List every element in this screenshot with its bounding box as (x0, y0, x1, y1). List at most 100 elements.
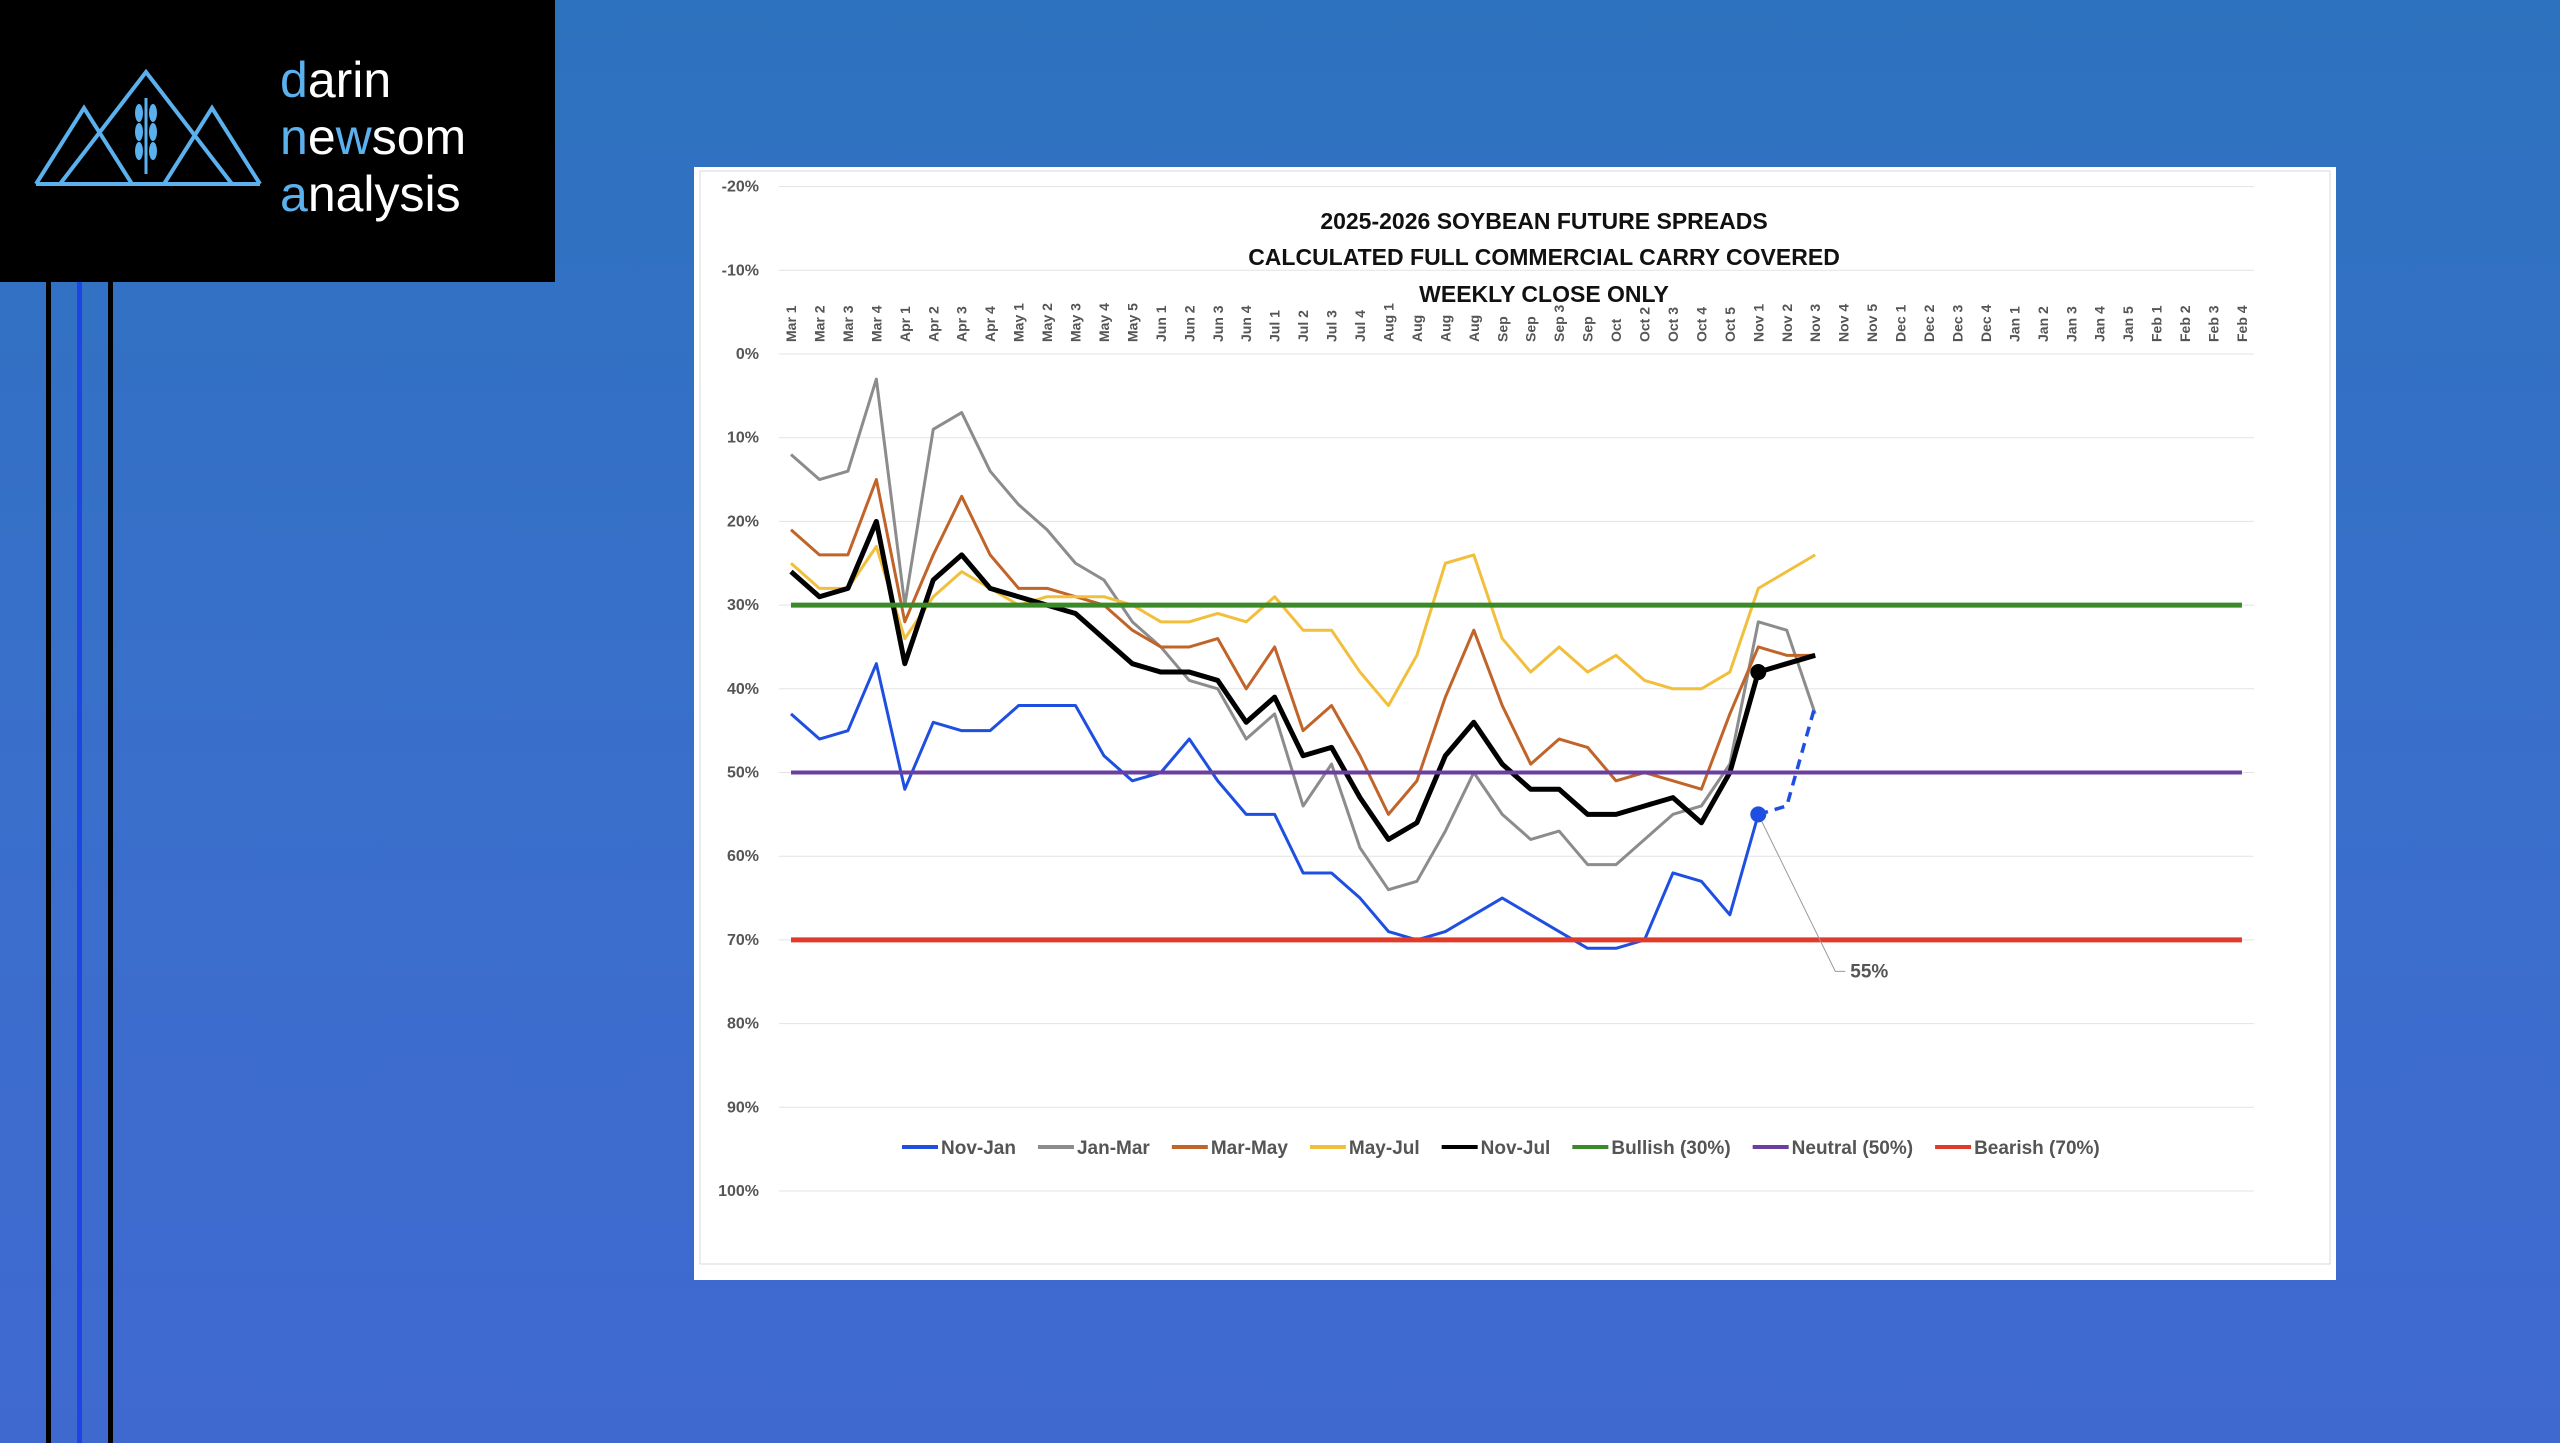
x-tick-label: Jul 4 (1352, 310, 1368, 342)
y-tick-label: 40% (727, 681, 759, 698)
x-tick-label: Jul 2 (1295, 310, 1311, 342)
x-tick-label: Dec 1 (1893, 304, 1909, 342)
x-tick-label: Sep (1523, 316, 1539, 342)
legend-label-nov-jul: Nov-Jul (1481, 1138, 1551, 1159)
x-tick-label: Apr 2 (925, 306, 941, 342)
nov-jul-line (789, 518, 1816, 842)
mountain-wheat-logo-icon (34, 68, 262, 186)
x-tick-label: Oct (1608, 318, 1624, 342)
annotation-label: 55% (1850, 961, 1888, 982)
y-tick-label: 30% (727, 597, 759, 614)
y-tick-label: -10% (722, 262, 759, 279)
x-tick-label: Nov 5 (1864, 304, 1880, 342)
y-tick-label: 0% (736, 346, 759, 363)
mar-may-line (790, 478, 1816, 816)
x-tick-label: Feb 2 (2177, 305, 2193, 342)
nov-jan-line (790, 662, 1760, 950)
x-tick-label: Mar 3 (840, 305, 856, 342)
series-markers: 55% (1750, 664, 1888, 982)
chart-title: 2025-2026 SOYBEAN FUTURE SPREADS CALCULA… (1248, 208, 1840, 307)
x-tick-label: Nov 2 (1779, 304, 1795, 342)
decorative-bar-blue (77, 282, 82, 1443)
x-tick-label: May 5 (1124, 303, 1140, 342)
x-tick-label: Jun 1 (1153, 305, 1169, 342)
x-tick-label: Oct 4 (1693, 307, 1709, 342)
x-tick-label: Jun 4 (1238, 305, 1254, 342)
x-tick-label: Nov 4 (1836, 304, 1852, 342)
x-tick-label: Aug (1437, 315, 1453, 342)
legend-label-mar-may: Mar-May (1211, 1138, 1289, 1159)
x-tick-label: May 1 (1011, 303, 1027, 342)
jan-mar-line (790, 377, 1817, 892)
y-tick-label: 50% (727, 765, 759, 782)
legend-label-bearish-70: Bearish (70%) (1974, 1138, 2100, 1159)
x-tick-label: Feb 3 (2206, 305, 2222, 342)
x-tick-label: Dec 2 (1921, 304, 1937, 342)
brand-line-2: newsom (280, 109, 467, 165)
x-tick-label: Mar 4 (868, 305, 884, 342)
y-axis-labels: -20% -10% 0% 10% 20% 30% 40% 50% 60% 70% 80% 90% 100… (718, 179, 759, 1200)
x-tick-label: Nov 1 (1750, 304, 1766, 342)
x-tick-label: Oct 5 (1722, 307, 1738, 342)
y-tick-label: -20% (722, 179, 759, 196)
chart-legend: Nov-Jan Jan-Mar Mar-May May-Jul Nov-Jul Bulli… (902, 1138, 2100, 1159)
x-tick-label: Jan 1 (2006, 306, 2022, 342)
legend-label-may-jul: May-Jul (1349, 1138, 1420, 1159)
y-tick-label: 60% (727, 848, 759, 865)
x-tick-label: Jan 3 (2063, 306, 2079, 342)
plot-area-border (699, 170, 2331, 1265)
y-tick-label: 100% (718, 1183, 759, 1200)
decorative-bar-black-2 (108, 282, 113, 1443)
x-tick-label: Oct 2 (1637, 307, 1653, 342)
series-lines (789, 377, 2242, 950)
nov-jul-marker (1750, 664, 1767, 681)
chart-title-line-3: WEEKLY CLOSE ONLY (1419, 281, 1669, 307)
x-tick-label: Aug (1409, 315, 1425, 342)
y-tick-label: 70% (727, 932, 759, 949)
x-tick-label: Jun 3 (1210, 305, 1226, 342)
may-jul-line (790, 545, 1816, 708)
legend-label-neutral-50: Neutral (50%) (1792, 1138, 1913, 1159)
x-tick-label: Feb 4 (2234, 305, 2250, 342)
x-tick-label: Jun 2 (1181, 305, 1197, 342)
chart-title-line-2: CALCULATED FULL COMMERCIAL CARRY COVERED (1248, 244, 1840, 270)
legend-label-jan-mar: Jan-Mar (1077, 1138, 1150, 1159)
brand-line-3: analysis (280, 166, 461, 222)
x-tick-label: Apr 4 (982, 306, 998, 342)
x-tick-label: Sep (1494, 316, 1510, 342)
x-tick-label: Jan 2 (2035, 306, 2051, 342)
x-tick-label: Jan 5 (2120, 306, 2136, 342)
chart-panel: -20% -10% 0% 10% 20% 30% 40% 50% 60% 70% 80% 90% 100… (694, 167, 2336, 1280)
x-axis-labels: Mar 1 Mar 2 Mar 3 Mar 4 Apr 1 Apr 2 Apr 3 Apr 4… (783, 303, 2250, 342)
spreads-chart: -20% -10% 0% 10% 20% 30% 40% 50% 60% 70% 80% 90% 100… (699, 170, 2331, 1265)
brand-line-1: darin (280, 52, 392, 108)
y-tick-label: 80% (727, 1016, 759, 1033)
decorative-bar-black-1 (46, 282, 51, 1443)
annotation-leader-line (1757, 814, 1846, 972)
y-tick-label: 90% (727, 1099, 759, 1116)
logo-box: darin newsom analysis (0, 0, 555, 282)
legend-label-bullish-30: Bullish (30%) (1611, 1138, 1730, 1159)
x-tick-label: Mar 1 (783, 305, 799, 342)
y-tick-label: 20% (727, 513, 759, 530)
nov-jan-marker (1750, 806, 1767, 823)
x-tick-label: Apr 1 (897, 306, 913, 342)
x-tick-label: Jul 3 (1324, 310, 1340, 342)
x-tick-label: Oct 3 (1665, 307, 1681, 342)
x-tick-label: May 3 (1068, 303, 1084, 342)
grid-layer (779, 186, 2254, 1192)
chart-title-line-1: 2025-2026 SOYBEAN FUTURE SPREADS (1320, 208, 1767, 234)
x-tick-label: Sep (1580, 316, 1596, 342)
x-tick-label: Mar 2 (811, 305, 827, 342)
nov-jan-projection-line (1757, 705, 1817, 817)
x-tick-label: Feb 1 (2149, 305, 2165, 342)
x-tick-label: Dec 3 (1949, 304, 1965, 342)
x-tick-label: Nov 3 (1807, 304, 1823, 342)
legend-label-nov-jan: Nov-Jan (941, 1138, 1016, 1159)
x-tick-label: Dec 4 (1978, 304, 1994, 342)
x-tick-label: Apr 3 (954, 306, 970, 342)
x-tick-label: Jan 4 (2092, 306, 2108, 342)
y-tick-label: 10% (727, 430, 759, 447)
x-tick-label: May 4 (1096, 303, 1112, 342)
x-tick-label: Sep 3 (1551, 304, 1567, 342)
